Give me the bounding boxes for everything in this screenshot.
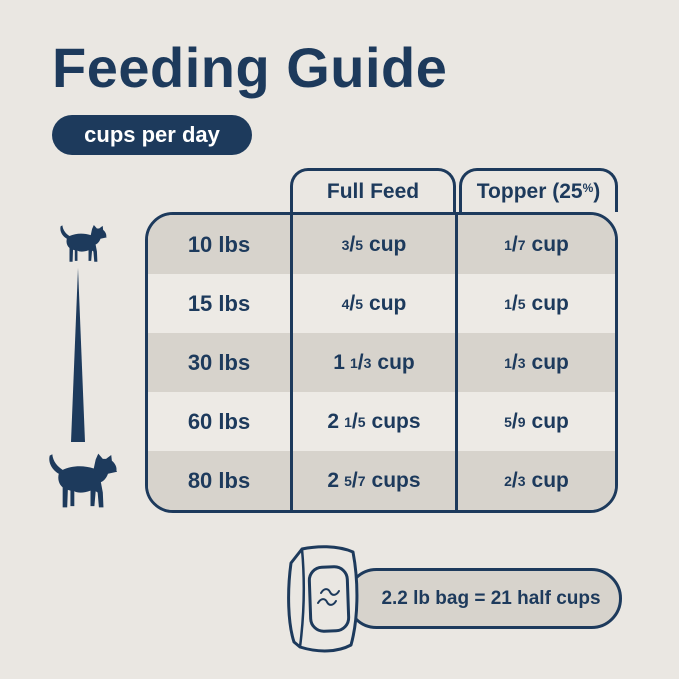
unit-label: cup [369,291,407,315]
topper-cell: 1/3 cup [455,333,615,392]
full-feed-cell: 3/5 cup [290,215,455,274]
size-scale-wedge-icon [70,268,86,442]
table-row: 80 lbs 2 5/7 cups 2/3 cup [148,451,615,510]
table-row: 60 lbs 2 1/5 cups 5/9 cup [148,392,615,451]
feeding-table: 10 lbs 3/5 cup 1/7 cup 15 lbs 4/5 cup 1/5 cup 30 l… [145,212,618,513]
fraction-denominator: 7 [357,472,366,489]
fraction-numerator: 1 [504,354,512,371]
fraction-denominator: 3 [363,354,372,371]
unit-label: cup [531,468,569,492]
unit-label: cup [369,232,407,256]
fraction-slash: / [349,291,356,315]
fraction-numerator: 2 [504,472,512,489]
fraction-slash: / [511,291,518,315]
fraction-slash: / [349,232,356,256]
whole-number: 2 [327,409,340,433]
unit-label: cup [531,409,569,433]
fraction-numerator: 1 [344,413,352,430]
full-feed-cell: 2 1/5 cups [290,392,455,451]
unit-label: cup [531,232,569,256]
fraction-denominator: 5 [355,236,364,253]
full-feed-cell: 4/5 cup [290,274,455,333]
fraction-slash: / [351,409,358,433]
food-bag-icon [277,540,369,659]
fraction-denominator: 5 [357,413,366,430]
fraction-slash: / [357,350,364,374]
full-feed-header-label: Full Feed [326,179,420,203]
fraction-denominator: 3 [517,472,526,489]
bag-note-badge: 2.2 lb bag = 21 half cups [346,568,622,629]
fraction-numerator: 1 [504,236,512,253]
small-dog-icon [54,224,108,264]
fraction-numerator: 1 [504,295,512,312]
column-header-full-feed: Full Feed [290,168,456,212]
table-row: 30 lbs 1 1/3 cup 1/3 cup [148,333,615,392]
fraction-numerator: 5 [504,413,512,430]
fraction-slash: / [511,468,518,492]
topper-cell: 5/9 cup [455,392,615,451]
unit-label: cups [371,468,421,492]
topper-cell: 1/5 cup [455,274,615,333]
whole-number: 2 [327,468,340,492]
fraction-denominator: 7 [517,236,526,253]
unit-label: cups [371,409,421,433]
unit-label: cup [531,291,569,315]
fraction-numerator: 5 [344,472,352,489]
fraction-denominator: 5 [517,295,526,312]
fraction-slash: / [511,232,518,256]
fraction-slash: / [351,468,358,492]
weight-cell: 10 lbs [187,231,251,257]
column-header-topper: Topper (25%) [459,168,618,212]
cups-per-day-label: cups per day [84,122,220,147]
table-row: 10 lbs 3/5 cup 1/7 cup [148,215,615,274]
cups-per-day-badge: cups per day [52,115,252,155]
weight-cell: 15 lbs [187,290,251,316]
topper-cell: 1/7 cup [455,215,615,274]
large-dog-icon [40,452,119,511]
bag-note-text: 2.2 lb bag = 21 half cups [381,587,601,609]
fraction-numerator: 1 [349,354,358,371]
unit-label: cup [531,350,569,374]
fraction-numerator: 3 [341,236,350,253]
weight-cell: 80 lbs [187,467,251,493]
fraction-denominator: 9 [517,413,526,430]
weight-cell: 60 lbs [187,408,251,434]
whole-number: 1 [333,350,345,374]
fraction-denominator: 5 [355,295,364,312]
full-feed-cell: 1 1/3 cup [290,333,455,392]
fraction-slash: / [511,350,518,374]
table-row: 15 lbs 4/5 cup 1/5 cup [148,274,615,333]
fraction-denominator: 3 [517,354,526,371]
page-title: Feeding Guide [52,36,448,99]
unit-label: cup [377,350,415,374]
fraction-slash: / [511,409,518,433]
full-feed-cell: 2 5/7 cups [290,451,455,510]
weight-cell: 30 lbs [187,349,251,375]
fraction-numerator: 4 [341,295,350,312]
topper-cell: 2/3 cup [455,451,615,510]
topper-header-label: Topper (25%) [476,179,601,203]
